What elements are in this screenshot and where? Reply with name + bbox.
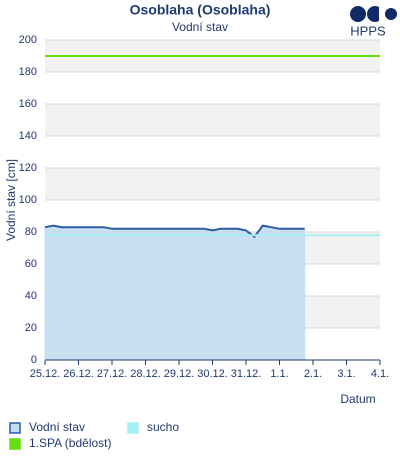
grid-band	[45, 104, 380, 136]
x-tick-label: 25.12.	[30, 368, 61, 380]
area	[44, 225, 306, 361]
x-tick-label: 1.1.	[270, 368, 288, 380]
series-line	[44, 224, 305, 239]
y-tick-label: 60	[25, 258, 37, 270]
x-tick-label: 31.12.	[231, 368, 262, 380]
chart-subtitle: Vodní stav	[172, 20, 228, 34]
y-tick-label: 40	[25, 290, 37, 302]
y-tick-label: 80	[25, 226, 37, 238]
legend-label: sucho	[147, 420, 179, 434]
y-axis-label: Vodní stav [cm]	[4, 159, 18, 241]
y-tick-label: 100	[19, 194, 37, 206]
legend-label: Vodní stav	[29, 420, 85, 434]
y-tick-label: 20	[25, 322, 37, 334]
x-tick-label: 3.1.	[337, 368, 355, 380]
y-tick-label: 0	[31, 354, 37, 366]
y-tick-label: 200	[19, 34, 37, 46]
legend-swatch	[127, 422, 139, 434]
x-tick-label: 4.1.	[371, 368, 389, 380]
logo-text: HPPS	[350, 23, 386, 38]
x-tick-label: 2.1.	[304, 368, 322, 380]
legend-swatch	[9, 422, 21, 434]
y-tick-label: 160	[19, 98, 37, 110]
y-tick-label: 120	[19, 162, 37, 174]
logo-dot	[385, 8, 397, 20]
y-tick-label: 140	[19, 130, 37, 142]
y-tick-label: 180	[19, 66, 37, 78]
x-tick-label: 30.12.	[197, 368, 228, 380]
x-tick-label: 26.12.	[63, 368, 94, 380]
x-tick-label: 29.12.	[164, 368, 195, 380]
legend-swatch	[9, 438, 21, 450]
logo-dot	[350, 6, 366, 22]
x-tick-label: 28.12.	[130, 368, 161, 380]
x-axis-label: Datum	[340, 392, 375, 406]
x-tick-label: 27.12.	[97, 368, 128, 380]
grid-band	[45, 168, 380, 200]
logo: HPPS	[350, 5, 397, 38]
logo-cut	[379, 5, 385, 23]
chart-title: Osoblaha (Osoblaha)	[130, 2, 271, 18]
legend-label: 1.SPA (bdělost)	[29, 436, 112, 450]
